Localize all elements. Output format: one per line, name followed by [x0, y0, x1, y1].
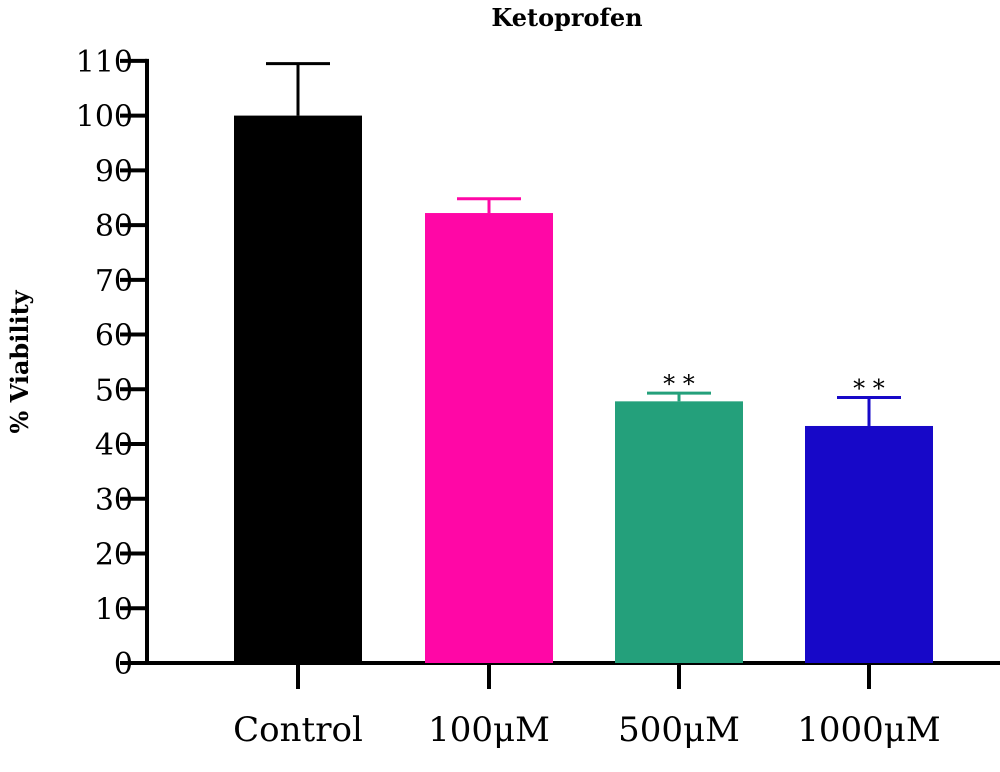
- x-tick-label: 100μM: [428, 710, 550, 750]
- y-tick-label: 20: [95, 538, 133, 573]
- y-tick-label: 80: [95, 209, 133, 244]
- y-tick-label: 70: [95, 264, 133, 299]
- y-tick-label: 50: [95, 373, 133, 408]
- x-tick-label: Control: [233, 710, 363, 750]
- bars: [234, 115, 933, 664]
- bar-0: [234, 115, 362, 664]
- bar-1: [425, 213, 553, 663]
- y-tick-label: 40: [95, 428, 133, 463]
- x-axis: Control 100μM 500μM 1000μM: [145, 661, 1000, 750]
- x-tick-label: 1000μM: [797, 710, 940, 750]
- bar-3: [805, 425, 933, 663]
- error-bars: [266, 62, 901, 426]
- bar-2: [615, 401, 743, 663]
- x-tick-label: 500μM: [618, 710, 740, 750]
- significance-markers: * * * *: [663, 370, 885, 402]
- y-axis-label: % Viability: [5, 289, 34, 433]
- y-tick-label: 10: [95, 592, 133, 627]
- y-tick-label: 110: [76, 45, 133, 80]
- significance-marker: * *: [663, 370, 695, 398]
- significance-marker: * *: [853, 375, 885, 403]
- y-tick-label: 60: [95, 319, 133, 354]
- y-tick-label: 30: [95, 483, 133, 518]
- chart-title: Ketoprofen: [491, 3, 642, 32]
- y-tick-label: 90: [95, 154, 133, 189]
- y-tick-label: 0: [114, 647, 133, 682]
- y-tick-label: 100: [76, 100, 133, 135]
- y-axis: 0 10 20 30 40 50 60 70 80 90 100 110: [76, 45, 149, 682]
